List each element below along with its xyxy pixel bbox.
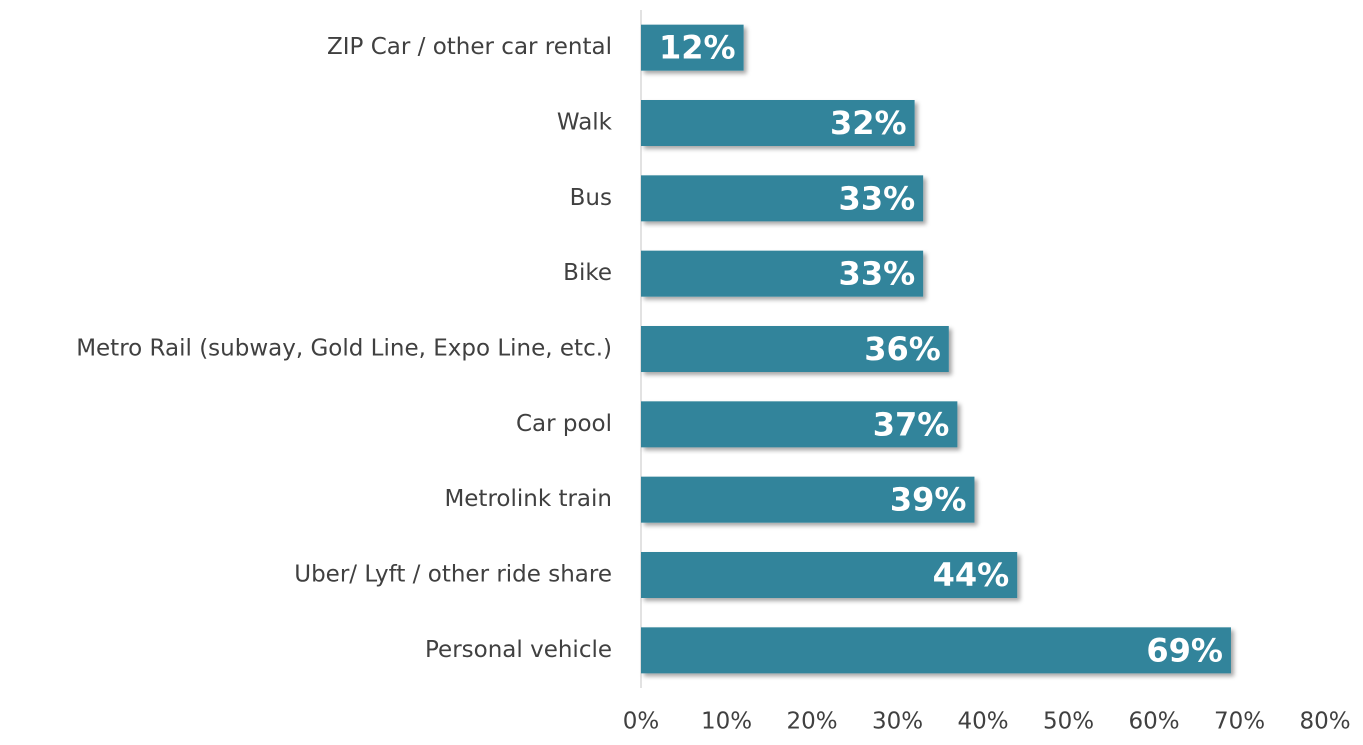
- category-label: Metro Rail (subway, Gold Line, Expo Line…: [76, 336, 612, 362]
- data-label: 36%: [864, 330, 941, 368]
- x-tick-label: 10%: [701, 709, 752, 735]
- x-tick-label: 80%: [1299, 709, 1350, 735]
- bar: [641, 24, 744, 71]
- category-label: Walk: [557, 110, 613, 136]
- x-tick-label: 60%: [1128, 709, 1179, 735]
- bar: [641, 552, 1018, 598]
- x-tick-label: 20%: [786, 709, 837, 735]
- data-label: 33%: [839, 255, 916, 293]
- data-label: 69%: [1146, 631, 1223, 669]
- bar: [641, 627, 1231, 674]
- category-label: Uber/ Lyft / other ride share: [294, 562, 612, 588]
- category-label: Car pool: [516, 411, 612, 437]
- x-tick-label: 0%: [623, 709, 660, 735]
- category-label: Metrolink train: [444, 486, 612, 512]
- x-tick-label: 70%: [1214, 709, 1265, 735]
- bar: [641, 100, 915, 146]
- data-label: 32%: [830, 104, 907, 142]
- data-label: 44%: [933, 556, 1010, 594]
- data-label: 39%: [890, 481, 967, 519]
- data-label: 33%: [839, 179, 916, 217]
- x-tick-label: 50%: [1043, 709, 1094, 735]
- bar: [641, 175, 924, 222]
- x-tick-label: 40%: [957, 709, 1008, 735]
- data-label: 12%: [659, 29, 736, 67]
- category-label: Bus: [570, 185, 612, 211]
- data-label: 37%: [873, 405, 950, 443]
- bar: [641, 250, 924, 297]
- bar: [641, 476, 975, 523]
- category-label: ZIP Car / other car rental: [327, 34, 612, 60]
- x-tick-label: 30%: [872, 709, 923, 735]
- bar: [641, 401, 958, 448]
- category-label: Personal vehicle: [425, 637, 612, 663]
- category-label: Bike: [563, 260, 612, 286]
- bar: [641, 326, 949, 372]
